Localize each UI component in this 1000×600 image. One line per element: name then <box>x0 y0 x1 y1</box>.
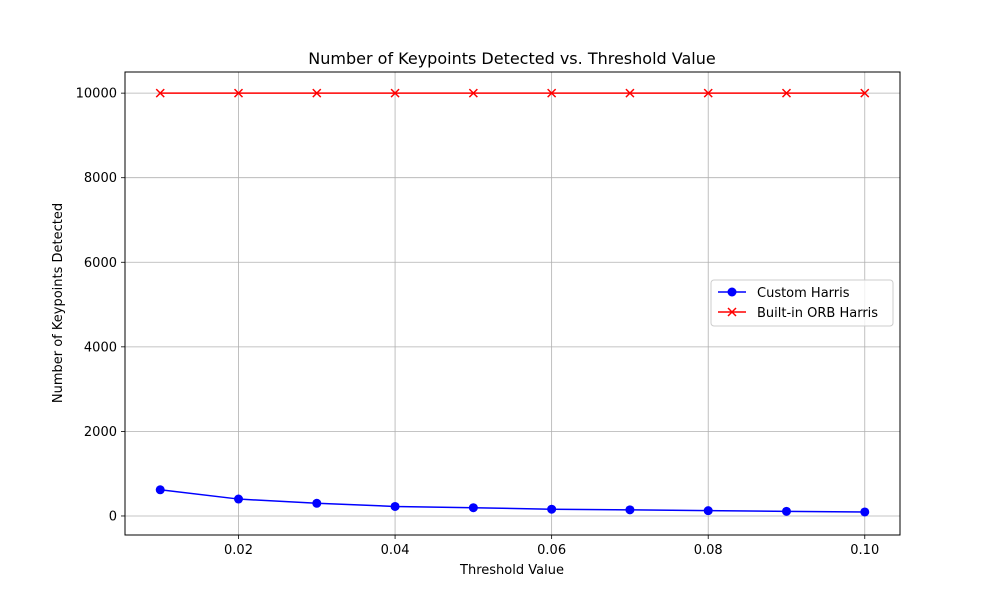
data-point-custom-harris <box>625 505 635 515</box>
series-layer <box>155 88 870 517</box>
chart-title: Number of Keypoints Detected vs. Thresho… <box>308 49 715 68</box>
data-point-custom-harris <box>703 506 713 516</box>
y-tick-label: 10000 <box>76 87 117 102</box>
x-tick-label: 0.02 <box>224 543 253 558</box>
data-point-custom-harris <box>860 507 870 517</box>
data-point-built-in-orb-harris <box>860 88 870 98</box>
data-point-built-in-orb-harris <box>468 88 478 98</box>
plot-frame <box>124 71 901 536</box>
data-point-custom-harris <box>547 504 557 514</box>
data-point-built-in-orb-harris <box>781 88 792 98</box>
series-line-custom-harris <box>160 489 865 513</box>
data-point-custom-harris <box>234 494 244 504</box>
legend-box <box>710 279 894 327</box>
x-tick-label: 0.10 <box>850 543 879 558</box>
series-built-in-orb-harris <box>155 88 870 98</box>
data-point-built-in-orb-harris <box>703 88 713 98</box>
data-point-built-in-orb-harris <box>390 88 400 98</box>
data-point-built-in-orb-harris <box>155 88 165 98</box>
data-point-custom-harris <box>781 506 791 516</box>
series-custom-harris <box>155 485 870 517</box>
legend-marker-custom-harris <box>727 287 737 297</box>
data-point-built-in-orb-harris <box>233 88 244 98</box>
data-point-built-in-orb-harris <box>547 88 557 98</box>
legend-marker-orb-harris <box>727 307 737 317</box>
y-tick-label: 4000 <box>84 340 117 355</box>
data-point-built-in-orb-harris <box>625 88 635 98</box>
ticks: 0.02 0.04 0.06 0.08 0.10 0 2000 4000 6000 8000 100… <box>76 87 880 558</box>
data-point-custom-harris <box>312 498 322 508</box>
y-tick-label: 8000 <box>84 171 117 186</box>
data-point-built-in-orb-harris <box>312 88 322 98</box>
data-point-custom-harris <box>390 501 400 511</box>
y-tick-label: 6000 <box>84 256 117 271</box>
legend: Custom Harris Built-in ORB Harris <box>710 279 894 327</box>
legend-label-orb-harris: Built-in ORB Harris <box>757 306 878 321</box>
x-axis-label: Threshold Value <box>459 563 564 578</box>
data-point-custom-harris <box>468 503 478 513</box>
y-axis-label: Number of Keypoints Detected <box>51 203 66 403</box>
y-tick-label: 0 <box>109 509 117 524</box>
legend-label-custom-harris: Custom Harris <box>757 286 850 301</box>
x-tick-label: 0.04 <box>381 543 410 558</box>
data-point-custom-harris <box>155 485 165 495</box>
x-tick-label: 0.06 <box>537 543 566 558</box>
x-tick-label: 0.08 <box>694 543 723 558</box>
y-tick-label: 2000 <box>84 425 117 440</box>
